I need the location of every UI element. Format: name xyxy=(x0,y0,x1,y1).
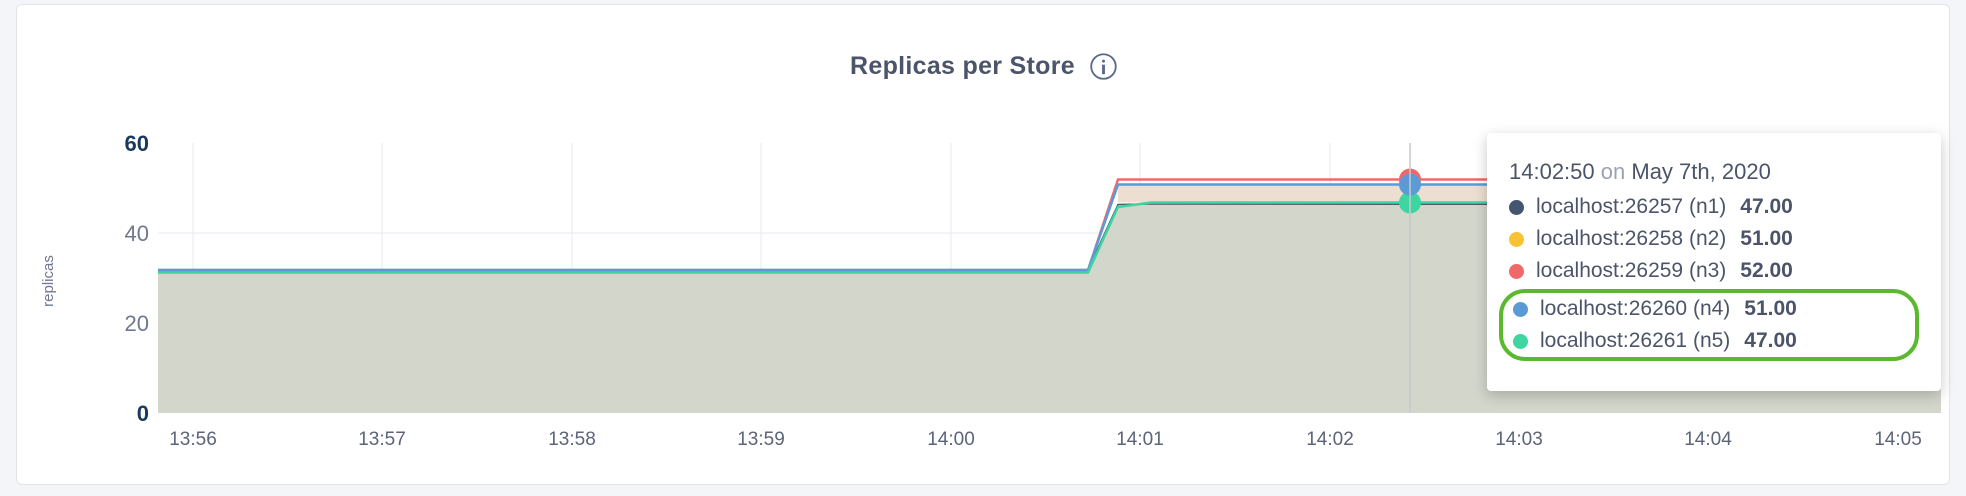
svg-text:13:59: 13:59 xyxy=(737,429,785,450)
svg-text:14:04: 14:04 xyxy=(1684,429,1732,450)
svg-text:40: 40 xyxy=(125,221,149,246)
svg-text:14:02: 14:02 xyxy=(1306,429,1354,450)
svg-text:60: 60 xyxy=(125,131,149,156)
svg-text:14:05: 14:05 xyxy=(1874,429,1922,450)
svg-text:13:56: 13:56 xyxy=(169,429,217,450)
svg-text:14:01: 14:01 xyxy=(1116,429,1164,450)
svg-text:14:03: 14:03 xyxy=(1495,429,1543,450)
svg-text:14:00: 14:00 xyxy=(927,429,975,450)
svg-text:0: 0 xyxy=(137,401,149,426)
svg-text:replicas: replicas xyxy=(40,255,57,307)
svg-text:13:57: 13:57 xyxy=(358,429,406,450)
svg-text:20: 20 xyxy=(125,311,149,336)
svg-text:13:58: 13:58 xyxy=(548,429,596,450)
